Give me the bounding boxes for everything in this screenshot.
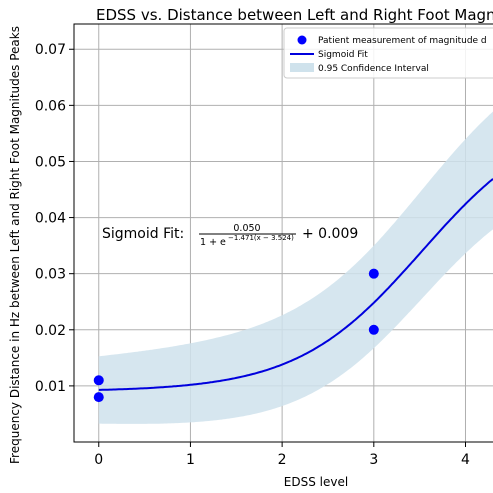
y-tick-label: 0.05 (35, 154, 66, 170)
formula-prefix: Sigmoid Fit: (102, 226, 184, 242)
data-point (93, 375, 104, 386)
legend-label-fit: Sigmoid Fit (318, 50, 368, 60)
data-points (93, 268, 379, 403)
x-tick-label: 2 (278, 452, 287, 468)
data-point (368, 324, 379, 335)
data-point (93, 392, 104, 403)
chart-title: EDSS vs. Distance between Left and Right… (96, 6, 493, 24)
x-tick-label: 1 (186, 452, 195, 468)
confidence-band (98, 111, 493, 424)
y-tick-label: 0.06 (35, 98, 66, 114)
y-tick-label: 0.07 (35, 42, 66, 58)
formula-numerator: 0.050 (233, 223, 260, 234)
plot-frame (73, 23, 493, 443)
y-axis-label: Frequency Distance in Hz between Left an… (8, 26, 22, 464)
x-axis-label: EDSS level (284, 475, 348, 489)
y-tick-label: 0.02 (35, 323, 66, 339)
legend-box (283, 27, 493, 79)
x-tick-label: 0 (94, 452, 103, 468)
legend-marker-band (290, 63, 314, 72)
legend-marker-points (297, 35, 307, 45)
legend-label-band: 0.95 Confidence Interval (318, 64, 429, 74)
y-tick-label: 0.04 (35, 211, 66, 227)
x-tick-label: 3 (369, 452, 378, 468)
formula-suffix: + 0.009 (302, 226, 358, 242)
y-ticks: 0.01 0.02 0.03 0.04 0.05 0.06 0.07 (35, 42, 74, 395)
formula-exponent: −1.471(x − 3.524) (228, 234, 294, 242)
legend: Patient measurement of magnitude d Sigmo… (283, 27, 493, 79)
sigmoid-fit-line (98, 178, 493, 391)
y-tick-label: 0.03 (35, 267, 66, 283)
sigmoid-formula: Sigmoid Fit: 0.050 1 + e −1.471(x − 3.52… (102, 223, 358, 248)
x-ticks: 0 1 2 3 4 (94, 442, 470, 468)
x-tick-label: 4 (461, 452, 470, 468)
data-point (368, 268, 379, 279)
y-tick-label: 0.01 (35, 379, 66, 395)
legend-label-points: Patient measurement of magnitude d (318, 36, 487, 46)
formula-denominator: 1 + e (200, 237, 226, 248)
